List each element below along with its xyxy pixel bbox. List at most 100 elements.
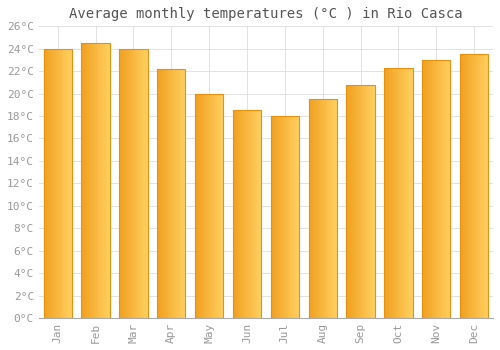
Bar (314, 99, 315, 318)
Bar (48, 49, 49, 318)
Bar (50, 49, 51, 318)
Bar (385, 68, 386, 318)
Bar (66, 49, 67, 318)
Bar (172, 69, 173, 318)
Bar (200, 93, 202, 318)
Bar (182, 69, 184, 318)
Bar (195, 93, 224, 318)
Bar (287, 116, 288, 318)
Bar (478, 54, 479, 318)
Bar (484, 54, 486, 318)
Bar (244, 110, 245, 318)
Bar (106, 43, 107, 318)
Bar (121, 49, 122, 318)
Bar (384, 68, 412, 318)
Bar (445, 60, 446, 318)
Bar (158, 69, 159, 318)
Bar (472, 54, 473, 318)
Bar (372, 85, 373, 318)
Bar (44, 49, 46, 318)
Bar (206, 93, 208, 318)
Bar (236, 110, 238, 318)
Bar (298, 116, 299, 318)
Bar (386, 68, 387, 318)
Bar (284, 116, 285, 318)
Bar (62, 49, 64, 318)
Bar (256, 110, 258, 318)
Bar (137, 49, 138, 318)
Bar (315, 99, 316, 318)
Bar (308, 99, 310, 318)
Bar (130, 49, 132, 318)
Bar (440, 60, 441, 318)
Bar (407, 68, 408, 318)
Bar (238, 110, 240, 318)
Bar (403, 68, 404, 318)
Bar (84, 43, 85, 318)
Bar (358, 85, 360, 318)
Bar (366, 85, 367, 318)
Bar (443, 60, 444, 318)
Bar (90, 43, 91, 318)
Bar (159, 69, 160, 318)
Bar (119, 49, 120, 318)
Bar (92, 43, 94, 318)
Bar (371, 85, 372, 318)
Bar (233, 110, 261, 318)
Bar (331, 99, 332, 318)
Bar (405, 68, 406, 318)
Bar (369, 85, 370, 318)
Bar (162, 69, 163, 318)
Bar (426, 60, 427, 318)
Bar (281, 116, 282, 318)
Bar (108, 43, 109, 318)
Bar (138, 49, 139, 318)
Bar (460, 54, 488, 318)
Bar (163, 69, 164, 318)
Bar (122, 49, 123, 318)
Bar (286, 116, 287, 318)
Bar (427, 60, 428, 318)
Bar (434, 60, 436, 318)
Bar (357, 85, 358, 318)
Bar (442, 60, 443, 318)
Bar (247, 110, 248, 318)
Bar (123, 49, 124, 318)
Bar (220, 93, 222, 318)
Bar (44, 49, 72, 318)
Bar (321, 99, 322, 318)
Bar (348, 85, 349, 318)
Bar (270, 116, 299, 318)
Bar (175, 69, 176, 318)
Bar (430, 60, 432, 318)
Bar (317, 99, 318, 318)
Bar (364, 85, 366, 318)
Bar (410, 68, 412, 318)
Bar (384, 68, 385, 318)
Bar (280, 116, 281, 318)
Bar (477, 54, 478, 318)
Bar (145, 49, 146, 318)
Bar (196, 93, 197, 318)
Bar (333, 99, 334, 318)
Bar (373, 85, 374, 318)
Bar (474, 54, 475, 318)
Bar (270, 116, 272, 318)
Bar (322, 99, 324, 318)
Bar (394, 68, 396, 318)
Bar (177, 69, 178, 318)
Bar (157, 69, 158, 318)
Bar (96, 43, 98, 318)
Bar (166, 69, 168, 318)
Bar (285, 116, 286, 318)
Bar (439, 60, 440, 318)
Bar (100, 43, 102, 318)
Bar (336, 99, 337, 318)
Bar (125, 49, 126, 318)
Bar (473, 54, 474, 318)
Bar (402, 68, 403, 318)
Bar (44, 49, 72, 318)
Bar (82, 43, 110, 318)
Bar (274, 116, 276, 318)
Bar (214, 93, 215, 318)
